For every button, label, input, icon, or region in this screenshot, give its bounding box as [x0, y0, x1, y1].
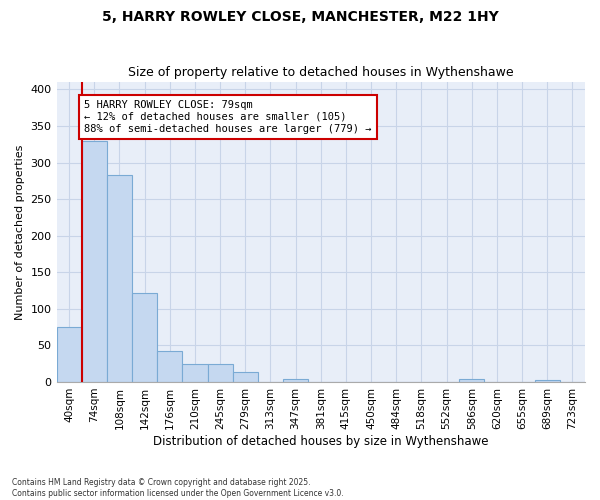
Bar: [208, 364, 233, 382]
Text: Contains HM Land Registry data © Crown copyright and database right 2025.
Contai: Contains HM Land Registry data © Crown c…: [12, 478, 344, 498]
Title: Size of property relative to detached houses in Wythenshawe: Size of property relative to detached ho…: [128, 66, 514, 80]
Bar: [535, 380, 560, 382]
Bar: [157, 350, 182, 382]
X-axis label: Distribution of detached houses by size in Wythenshawe: Distribution of detached houses by size …: [153, 434, 488, 448]
Text: 5, HARRY ROWLEY CLOSE, MANCHESTER, M22 1HY: 5, HARRY ROWLEY CLOSE, MANCHESTER, M22 1…: [101, 10, 499, 24]
Text: 5 HARRY ROWLEY CLOSE: 79sqm
← 12% of detached houses are smaller (105)
88% of se: 5 HARRY ROWLEY CLOSE: 79sqm ← 12% of det…: [84, 100, 372, 134]
Bar: [459, 379, 484, 382]
Bar: [82, 140, 107, 382]
Bar: [283, 379, 308, 382]
Bar: [132, 292, 157, 382]
Y-axis label: Number of detached properties: Number of detached properties: [15, 144, 25, 320]
Bar: [233, 372, 258, 382]
Bar: [182, 364, 208, 382]
Bar: [56, 327, 82, 382]
Bar: [107, 175, 132, 382]
